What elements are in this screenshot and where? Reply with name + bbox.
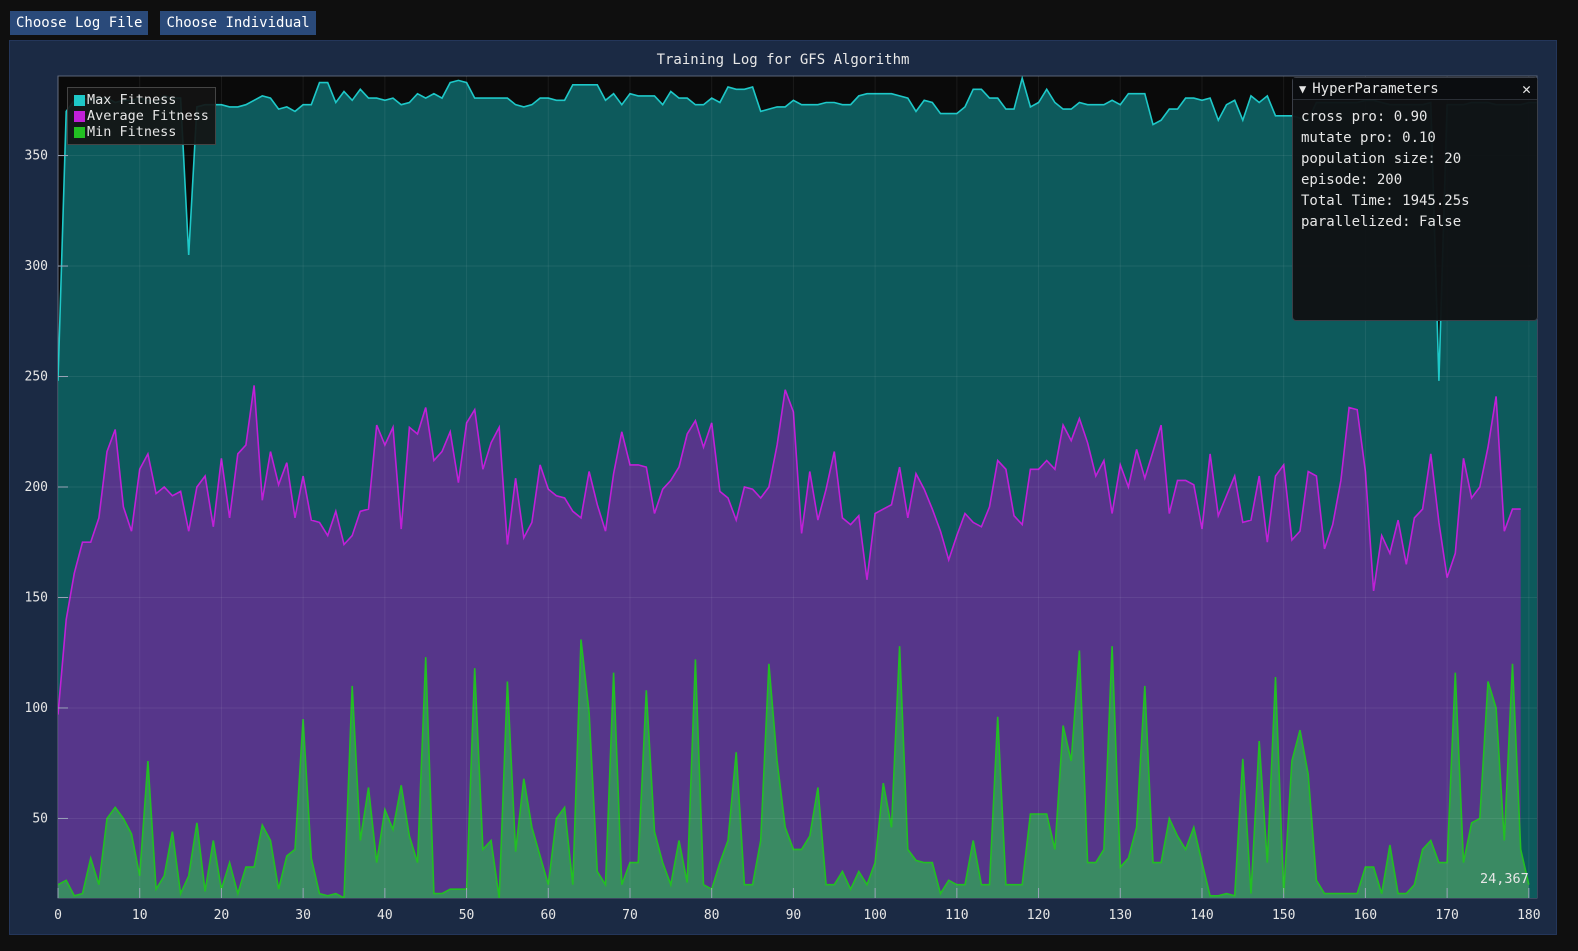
y-tick-label: 100 xyxy=(25,701,48,716)
legend-swatch-average xyxy=(74,110,85,122)
legend-item-min[interactable]: Min Fitness xyxy=(74,124,209,140)
x-tick-label: 80 xyxy=(704,908,720,923)
x-tick-label: 170 xyxy=(1435,908,1458,923)
legend-label-average: Average Fitness xyxy=(87,108,209,124)
hp-cross-pro: cross pro: 0.90 xyxy=(1301,109,1428,125)
hyperparameters-body: cross pro: 0.90 mutate pro: 0.10 populat… xyxy=(1293,100,1537,240)
hp-episode: episode: 200 xyxy=(1301,172,1403,188)
hp-population-size: population size: 20 xyxy=(1301,151,1462,167)
x-tick-label: 40 xyxy=(377,908,393,923)
x-tick-label: 110 xyxy=(945,908,968,923)
x-tick-label: 150 xyxy=(1272,908,1295,923)
hp-parallelized: parallelized: False xyxy=(1301,214,1462,230)
hyperparameters-titlebar[interactable]: ▼ HyperParameters ✕ xyxy=(1293,78,1537,100)
x-tick-label: 160 xyxy=(1354,908,1377,923)
legend-swatch-min xyxy=(74,126,85,138)
x-tick-label: 50 xyxy=(459,908,475,923)
x-tick-label: 10 xyxy=(132,908,148,923)
x-tick-label: 120 xyxy=(1027,908,1050,923)
x-tick-label: 70 xyxy=(622,908,638,923)
toolbar: Choose Log File Choose Individual xyxy=(10,11,316,35)
x-tick-label: 20 xyxy=(214,908,230,923)
collapse-arrow-icon[interactable]: ▼ xyxy=(1299,81,1307,96)
x-tick-label: 0 xyxy=(54,908,62,923)
series-area-2 xyxy=(58,639,1529,898)
hp-mutate-pro: mutate pro: 0.10 xyxy=(1301,130,1436,146)
y-tick-label: 50 xyxy=(32,811,48,826)
x-tick-label: 90 xyxy=(786,908,802,923)
x-tick-label: 140 xyxy=(1190,908,1213,923)
chart-canvas[interactable]: 0 10 20 30 40 50 60 70 80 90 100 110 120 130 140 150 160… xyxy=(10,41,1556,934)
legend-label-max: Max Fitness xyxy=(87,92,177,108)
legend-swatch-max xyxy=(74,94,85,106)
choose-individual-button[interactable]: Choose Individual xyxy=(160,11,316,35)
x-tick-label: 100 xyxy=(863,908,886,923)
x-tick-label: 180 xyxy=(1517,908,1540,923)
legend-item-average[interactable]: Average Fitness xyxy=(74,108,209,124)
y-tick-label: 200 xyxy=(25,480,48,495)
x-tick-label: 60 xyxy=(540,908,556,923)
series-line-average-fitness xyxy=(58,385,1521,715)
y-tick-label: 300 xyxy=(25,259,48,274)
mouse-coordinate-readout: 24,367 xyxy=(1480,871,1529,887)
hyperparameters-title: HyperParameters xyxy=(1312,80,1439,97)
x-tick-label: 30 xyxy=(295,908,311,923)
close-icon[interactable]: ✕ xyxy=(1521,79,1531,98)
chart-legend: Max Fitness Average Fitness Min Fitness xyxy=(67,87,216,145)
x-tick-label: 130 xyxy=(1109,908,1132,923)
hyperparameters-window[interactable]: ▼ HyperParameters ✕ cross pro: 0.90 muta… xyxy=(1292,77,1538,321)
legend-item-max[interactable]: Max Fitness xyxy=(74,92,209,108)
y-tick-label: 350 xyxy=(25,149,48,164)
y-tick-label: 150 xyxy=(25,590,48,605)
chart-title: Training Log for GFS Algorithm xyxy=(656,52,910,68)
legend-label-min: Min Fitness xyxy=(87,124,177,140)
hp-total-time: Total Time: 1945.25s xyxy=(1301,193,1470,209)
choose-log-file-button[interactable]: Choose Log File xyxy=(10,11,149,35)
y-tick-label: 250 xyxy=(25,370,48,385)
